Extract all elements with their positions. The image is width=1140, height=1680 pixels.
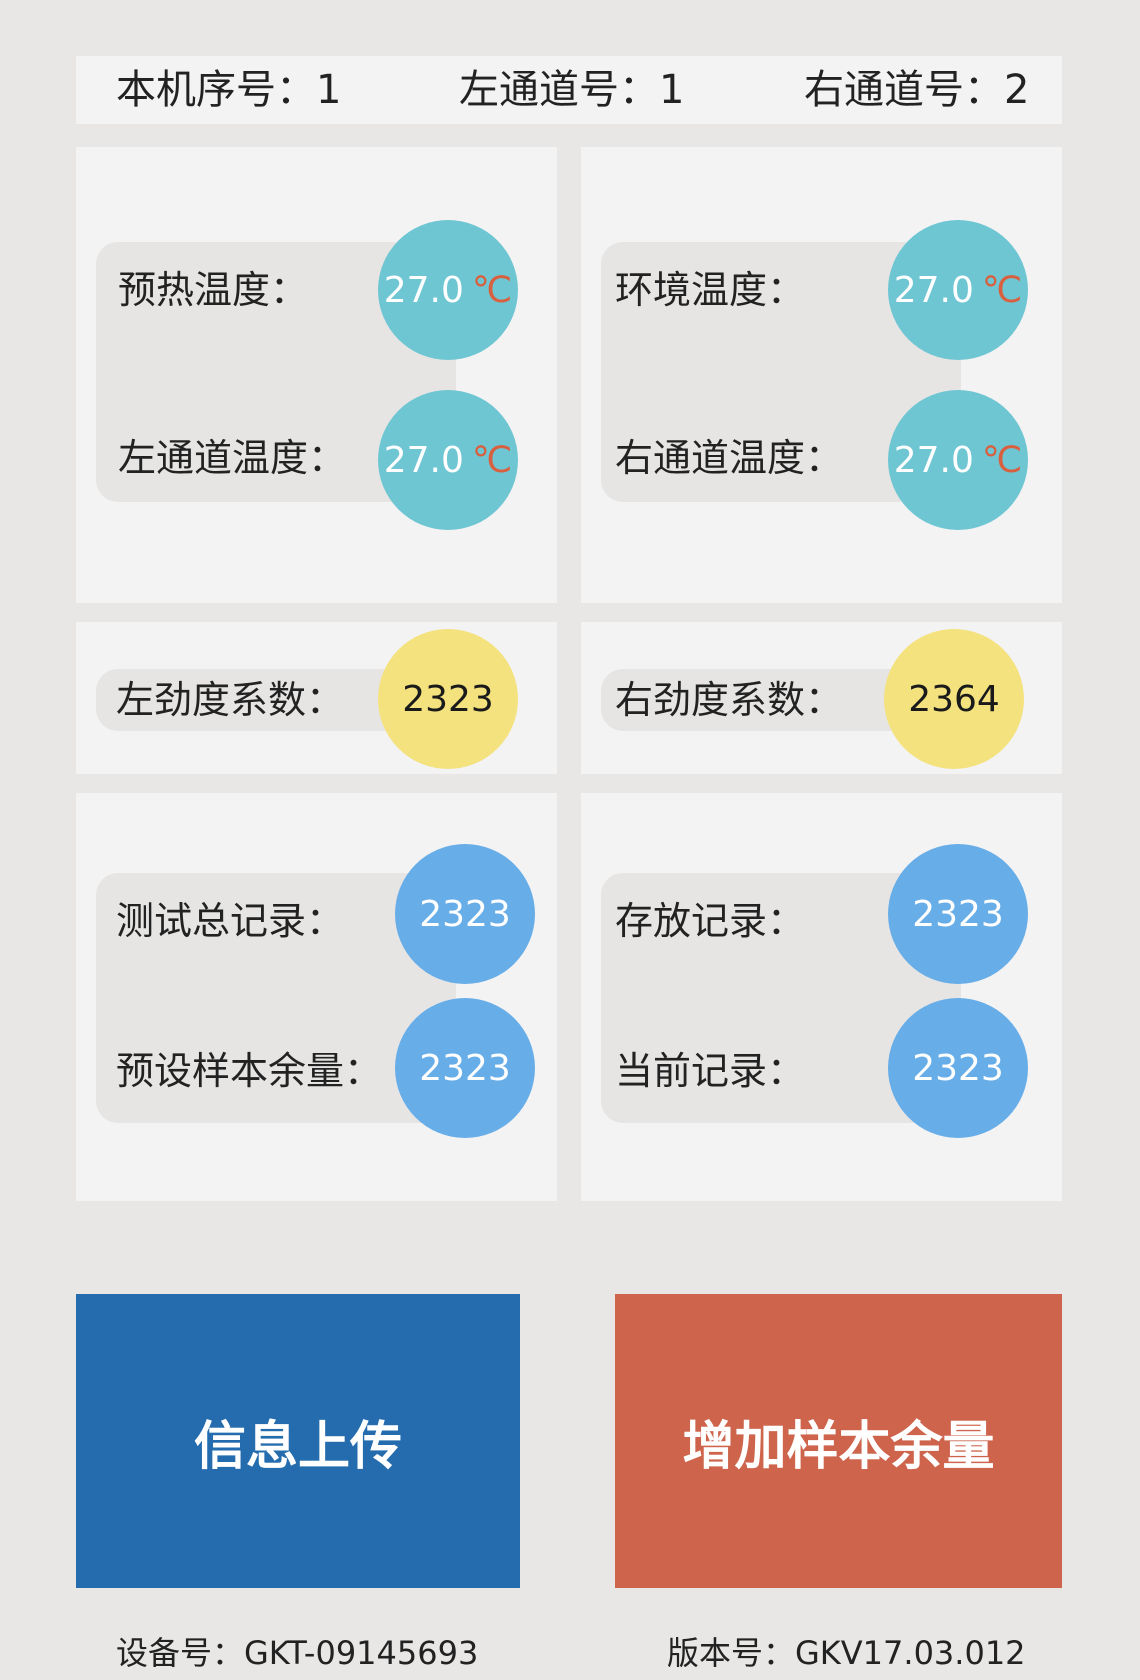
temperature-panel-right: 环境温度： 27.0 ℃ 右通道温度： 27.0 ℃ [581, 147, 1062, 603]
device-number: 设备号：GKT-09145693 [116, 1634, 479, 1672]
left-channel-temp-number: 27.0 [383, 439, 464, 481]
preheat-temp-number: 27.0 [383, 269, 464, 311]
left-channel-temp-value: 27.0 ℃ [378, 390, 518, 530]
preheat-temp-value: 27.0 ℃ [378, 220, 518, 360]
preheat-temp-label: 预热温度： [118, 268, 309, 312]
stiffness-panel-right: 右劲度系数： 2364 [581, 622, 1062, 774]
celsius-unit: ℃ [981, 439, 1023, 481]
celsius-unit: ℃ [471, 269, 513, 311]
ambient-temp-value: 27.0 ℃ [888, 220, 1028, 360]
machine-number: 本机序号：1 [116, 67, 342, 113]
right-channel-temp-value: 27.0 ℃ [888, 390, 1028, 530]
stored-records-label: 存放记录： [615, 899, 806, 943]
preset-remaining-label: 预设样本余量： [116, 1049, 383, 1093]
celsius-unit: ℃ [471, 439, 513, 481]
records-panel-left: 测试总记录： 2323 预设样本余量： 2323 [76, 793, 557, 1201]
ambient-temp-label: 环境温度： [615, 268, 806, 312]
celsius-unit: ℃ [981, 269, 1023, 311]
stiffness-panel-left: 左劲度系数： 2323 [76, 622, 557, 774]
right-channel-temp-number: 27.0 [893, 439, 974, 481]
total-records-label: 测试总记录： [116, 899, 345, 943]
temperature-panel-left: 预热温度： 27.0 ℃ 左通道温度： 27.0 ℃ [76, 147, 557, 603]
left-stiffness-label: 左劲度系数： [116, 678, 345, 722]
right-channel-temp-label: 右通道温度： [615, 436, 844, 480]
current-record-label: 当前记录： [615, 1049, 806, 1093]
stored-records-value: 2323 [888, 844, 1028, 984]
right-channel-number: 右通道号：2 [804, 67, 1030, 113]
left-channel-temp-label: 左通道温度： [118, 436, 347, 480]
right-stiffness-label: 右劲度系数： [615, 678, 844, 722]
records-panel-right: 存放记录： 2323 当前记录： 2323 [581, 793, 1062, 1201]
header-bar: 本机序号：1 左通道号：1 右通道号：2 [76, 56, 1062, 124]
current-record-value: 2323 [888, 998, 1028, 1138]
version-number: 版本号：GKV17.03.012 [667, 1634, 1026, 1672]
right-stiffness-value: 2364 [884, 629, 1024, 769]
preset-remaining-value: 2323 [395, 998, 535, 1138]
upload-info-button[interactable]: 信息上传 [76, 1294, 520, 1588]
left-channel-number: 左通道号：1 [459, 67, 685, 113]
ambient-temp-number: 27.0 [893, 269, 974, 311]
left-stiffness-value: 2323 [378, 629, 518, 769]
add-sample-remaining-button[interactable]: 增加样本余量 [615, 1294, 1062, 1588]
total-records-value: 2323 [395, 844, 535, 984]
